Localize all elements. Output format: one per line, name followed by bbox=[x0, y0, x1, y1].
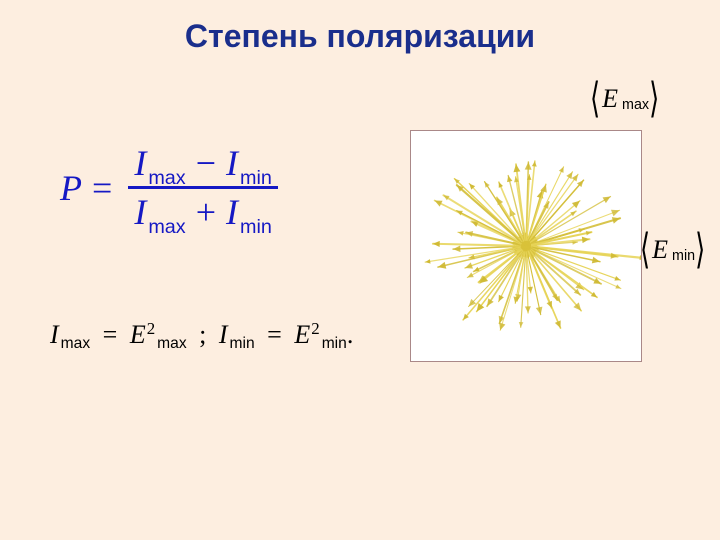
sub-max: max bbox=[148, 167, 185, 190]
var-Imin2: I bbox=[226, 191, 238, 233]
sec-eq2: = bbox=[267, 320, 282, 349]
emax-rb: ⟩ bbox=[649, 75, 659, 123]
page-title: Степень поляризации bbox=[0, 18, 720, 55]
sec-sub2: min bbox=[230, 335, 255, 352]
minus: − bbox=[196, 142, 216, 184]
emax-var: E bbox=[602, 84, 618, 114]
sub-min: min bbox=[240, 167, 272, 190]
label-emax: ⟨ Emax ⟩ bbox=[590, 84, 659, 114]
sec-eq1: = bbox=[103, 320, 118, 349]
numerator: Imax − Imin bbox=[128, 140, 278, 186]
fraction: Imax − Imin Imax + Imin bbox=[128, 140, 278, 235]
sec-dot: . bbox=[347, 320, 354, 349]
var-Imax: I bbox=[134, 142, 146, 184]
sec-I1: I bbox=[50, 320, 59, 349]
sec-I2: I bbox=[219, 320, 228, 349]
equals: = bbox=[92, 167, 112, 209]
plus: + bbox=[196, 191, 216, 233]
emin-rb: ⟩ bbox=[695, 226, 705, 274]
sec-Esub2: min bbox=[322, 335, 347, 352]
var-P: P bbox=[60, 167, 82, 209]
emax-sub: max bbox=[622, 97, 649, 113]
sec-sup1: 2 bbox=[147, 319, 155, 338]
sub-max2: max bbox=[148, 216, 185, 239]
sec-sup2: 2 bbox=[311, 319, 319, 338]
sec-Esub1: max bbox=[157, 335, 186, 352]
denominator: Imax + Imin bbox=[128, 189, 278, 235]
sec-sep: ; bbox=[199, 320, 213, 349]
emin-sub: min bbox=[672, 248, 695, 264]
title-text: Степень поляризации bbox=[185, 18, 535, 54]
diagram-svg bbox=[411, 131, 641, 361]
sec-sub1: max bbox=[61, 335, 90, 352]
main-formula: P = Imax − Imin Imax + Imin bbox=[60, 140, 278, 235]
sub-min2: min bbox=[240, 216, 272, 239]
label-emin: ⟨ Emin ⟩ bbox=[640, 235, 705, 265]
emin-var: E bbox=[652, 235, 668, 265]
secondary-formula: Imax = E2max ; Imin = E2min. bbox=[50, 320, 353, 350]
var-Imin: I bbox=[226, 142, 238, 184]
polarization-diagram bbox=[410, 130, 642, 362]
emax-lb: ⟨ bbox=[590, 75, 600, 123]
var-Imax2: I bbox=[134, 191, 146, 233]
sec-E1: E bbox=[130, 320, 146, 349]
sec-E2: E bbox=[294, 320, 310, 349]
